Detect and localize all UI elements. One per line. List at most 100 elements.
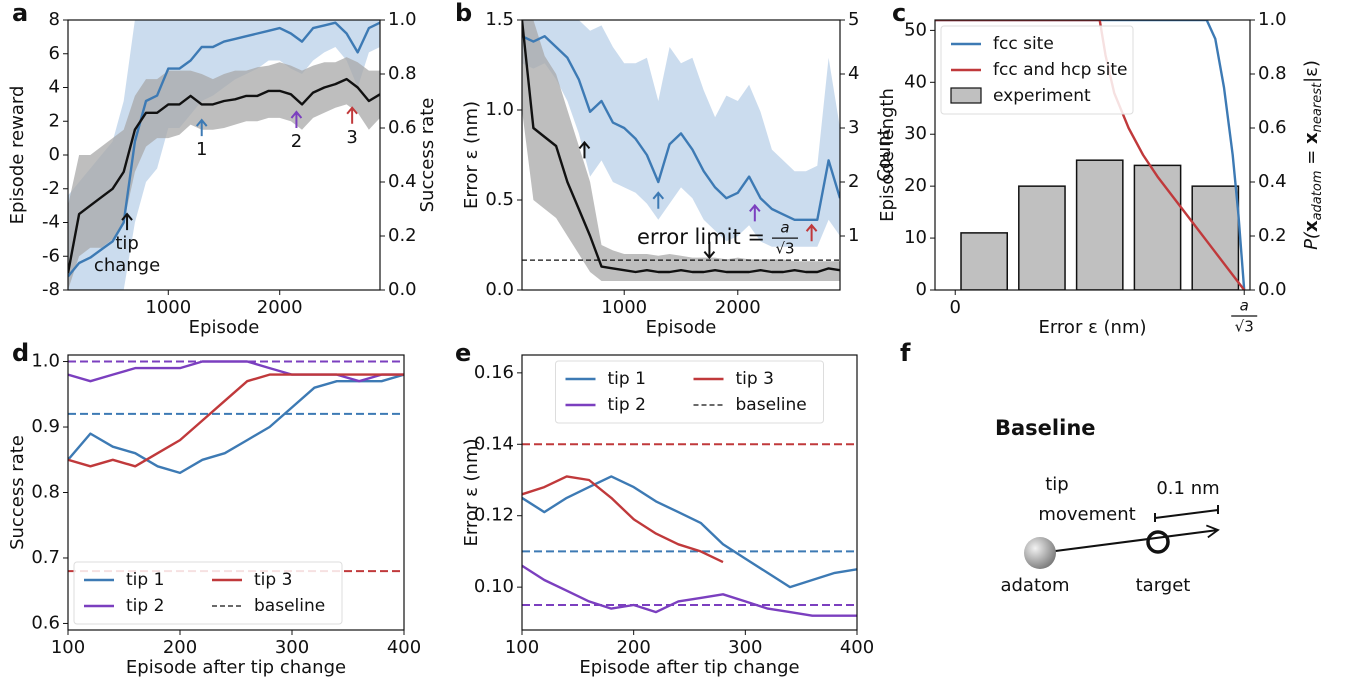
plot-area bbox=[522, 20, 840, 281]
annotation bbox=[652, 191, 665, 209]
annotation bbox=[703, 241, 716, 260]
x-tick-label: 100 bbox=[505, 637, 539, 658]
series-line bbox=[522, 564, 857, 617]
y2-tick-label: 0.2 bbox=[1258, 225, 1287, 246]
annotation-text: 1 bbox=[196, 139, 207, 160]
y2-tick-label: 0.8 bbox=[1258, 63, 1287, 84]
series-line bbox=[522, 475, 724, 564]
y-tick-label: 0 bbox=[49, 144, 60, 165]
y-axis-label: Success rate bbox=[7, 435, 28, 550]
annotation-text: 3 bbox=[346, 127, 357, 148]
y-tick-label: 0.14 bbox=[474, 433, 514, 454]
legend-label: tip 3 bbox=[736, 369, 774, 389]
x-tick-label: 2000 bbox=[715, 297, 761, 318]
legend-label: tip 1 bbox=[608, 369, 646, 389]
annotation-arrow bbox=[195, 118, 208, 137]
y-tick-label: -8 bbox=[42, 279, 60, 300]
series-line bbox=[935, 20, 1246, 290]
y-tick-label: 30 bbox=[904, 123, 927, 144]
y2-tick-label: 1 bbox=[848, 225, 859, 246]
x-tick-label: 0 bbox=[950, 297, 961, 318]
annotation-arrow bbox=[290, 110, 303, 128]
y-tick-label: 0.7 bbox=[31, 547, 60, 568]
y-tick-label: 0.16 bbox=[474, 362, 514, 383]
y2-tick-label: 0.4 bbox=[1258, 171, 1287, 192]
y-tick-label: 0.6 bbox=[31, 612, 60, 633]
y2-tick-label: 0.4 bbox=[388, 171, 417, 192]
annotation: 1 bbox=[195, 118, 208, 160]
bar bbox=[1133, 164, 1182, 290]
y-tick-label: 0 bbox=[916, 279, 927, 300]
x-tick-label: 400 bbox=[840, 637, 874, 658]
plot-area bbox=[935, 20, 1246, 290]
panel-label: c bbox=[892, 0, 906, 27]
plot-area bbox=[522, 443, 857, 617]
annotation: 2 bbox=[290, 110, 303, 152]
x-axis-label: Episode after tip change bbox=[579, 657, 799, 678]
y2-tick-label: 5 bbox=[848, 9, 859, 30]
legend-swatch bbox=[950, 87, 982, 104]
panel-label: e bbox=[455, 339, 471, 367]
panel-b: b error limit = a √3 0.0 0.5 1.0 1.5 1 2 3 4 5 1000 20… bbox=[455, 0, 898, 338]
fraction-bottom: √3 bbox=[775, 240, 794, 258]
panel-label: b bbox=[455, 0, 472, 27]
x-tick-label: 2000 bbox=[257, 297, 303, 318]
legend-frame bbox=[940, 25, 1134, 115]
y2-label-part: P( bbox=[1301, 231, 1322, 250]
legend-label: fcc and hcp site bbox=[993, 60, 1128, 80]
diagram-title: Baseline bbox=[995, 416, 1096, 440]
y-tick-label: 8 bbox=[49, 9, 60, 30]
fraction-top: a bbox=[780, 219, 789, 237]
confidence-band bbox=[68, 57, 380, 290]
annotation bbox=[578, 140, 591, 159]
y-tick-label: 0.8 bbox=[31, 482, 60, 503]
y2-tick-label: 4 bbox=[848, 63, 859, 84]
tip-label: tip bbox=[1045, 474, 1068, 495]
legend: tip 1 tip 2 tip 3 baseline bbox=[555, 360, 824, 424]
plot-area bbox=[68, 360, 404, 573]
bar bbox=[1075, 159, 1124, 290]
annotation-text: 2 bbox=[291, 131, 302, 152]
annotation-text: tip bbox=[115, 233, 138, 254]
annotation bbox=[749, 203, 761, 222]
x-axis-label: Episode bbox=[189, 317, 260, 338]
target bbox=[1146, 530, 1170, 554]
y-tick-label: 40 bbox=[904, 71, 927, 92]
legend: tip 1 tip 2 tip 3 baseline bbox=[73, 561, 343, 625]
scale-label: 0.1 nm bbox=[1156, 478, 1219, 499]
bar bbox=[1018, 185, 1066, 290]
panel-d: d 0.6 0.7 0.8 0.9 1.0 100 200 300 400 Episode afte… bbox=[7, 339, 421, 678]
y-tick-label: 4 bbox=[49, 77, 60, 98]
x-tick-label: 1000 bbox=[601, 297, 647, 318]
legend-label: baseline bbox=[254, 596, 325, 616]
annotation-arrow bbox=[749, 203, 761, 222]
y-tick-label: -6 bbox=[42, 245, 60, 266]
y2-tick-label: 0.0 bbox=[388, 279, 417, 300]
error-limit-label: error limit = bbox=[637, 225, 765, 249]
series-line bbox=[68, 360, 404, 383]
annotation-arrow bbox=[578, 140, 591, 159]
y-axis-label: Count bbox=[874, 128, 895, 181]
annotation: 3 bbox=[346, 106, 358, 148]
x-axis-label: Episode after tip change bbox=[126, 657, 346, 678]
panel-label: d bbox=[12, 339, 29, 367]
legend-label: tip 2 bbox=[126, 596, 164, 616]
x-axis-label: Error ε (nm) bbox=[1038, 317, 1146, 338]
adatom bbox=[1024, 537, 1056, 569]
target-label: target bbox=[1136, 575, 1191, 596]
bar bbox=[960, 232, 1008, 290]
panel-label: f bbox=[900, 339, 911, 367]
axes-frame bbox=[521, 354, 858, 631]
axes-frame bbox=[934, 19, 1251, 291]
x-tick-label: 300 bbox=[275, 637, 309, 658]
annotation bbox=[805, 223, 818, 242]
annotation-arrow bbox=[805, 223, 818, 242]
y2-tick-label: 2 bbox=[848, 171, 859, 192]
y-tick-label: 6 bbox=[49, 43, 60, 64]
y-tick-label: -4 bbox=[42, 212, 60, 233]
y-tick-label: 0.5 bbox=[485, 189, 514, 210]
y2-tick-label: 0.8 bbox=[388, 63, 417, 84]
y2-axis-label: P(xadatom = xnearest|ε) bbox=[1301, 60, 1325, 250]
